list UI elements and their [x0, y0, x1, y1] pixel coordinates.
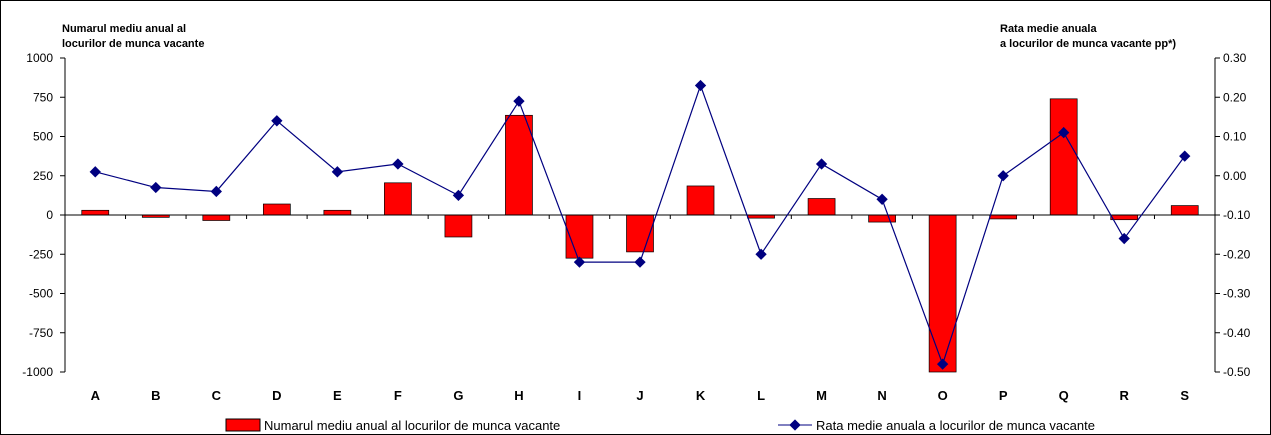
rate-point-S: [1179, 150, 1191, 162]
right-tick-label: 0.30: [1223, 51, 1247, 65]
bar-N: [868, 214, 896, 223]
bar-O: [928, 214, 957, 373]
bar-S: [1170, 205, 1199, 216]
left-tick-label: -1000: [22, 365, 53, 379]
category-label-N: N: [877, 388, 886, 403]
legend-bar-label: Numarul mediu anual al locurilor de munc…: [264, 418, 560, 433]
category-label-F: F: [394, 388, 402, 403]
legend-line-label: Rata medie anuala a locurilor de munca v…: [816, 418, 1095, 433]
left-tick-label: -250: [29, 247, 53, 261]
left-axis-title-line1: Numarul mediu anual al: [62, 23, 186, 35]
category-label-R: R: [1120, 388, 1130, 403]
category-label-E: E: [333, 388, 342, 403]
category-label-A: A: [91, 388, 101, 403]
rate-point-P: [997, 170, 1009, 182]
bar-K: [686, 185, 715, 216]
left-tick-label: 750: [33, 90, 53, 104]
right-tick-label: -0.30: [1223, 287, 1251, 301]
category-label-M: M: [816, 388, 827, 403]
right-tick-label: -0.40: [1223, 326, 1251, 340]
bar-R: [1110, 214, 1139, 221]
legend-line-marker: [789, 419, 801, 431]
category-label-C: C: [212, 388, 222, 403]
category-label-H: H: [514, 388, 523, 403]
bar-Q: [1049, 98, 1078, 216]
left-tick-label: 1000: [26, 51, 53, 65]
right-tick-label: -0.50: [1223, 365, 1251, 379]
category-label-I: I: [578, 388, 582, 403]
rate-point-R: [1118, 232, 1130, 245]
rate-point-C: [210, 185, 222, 198]
legend-item-line: Rata medie anuala a locurilor de munca v…: [778, 418, 1095, 433]
left-axis-ticks: 1000 750 500 250 0 -250 -500 -750 -1000: [22, 51, 65, 379]
axes: [64, 58, 1216, 372]
rate-point-B: [150, 181, 162, 194]
right-tick-label: 0.10: [1223, 130, 1247, 144]
rate-point-J: [634, 256, 646, 268]
legend-item-bar: Numarul mediu anual al locurilor de munc…: [225, 418, 560, 433]
category-label-K: K: [696, 388, 706, 403]
bar-M: [807, 198, 836, 216]
bar-P: [989, 214, 1018, 220]
bar-A: [81, 209, 110, 216]
legend-bar-swatch: [225, 418, 261, 432]
bar-D: [262, 203, 291, 216]
bar-series: [81, 98, 1199, 373]
rate-point-F: [392, 158, 404, 170]
right-tick-label: 0.00: [1223, 169, 1247, 183]
left-tick-label: 250: [33, 169, 53, 183]
right-tick-label: 0.20: [1223, 90, 1247, 104]
rate-point-E: [331, 166, 344, 178]
category-label-L: L: [757, 388, 765, 403]
rate-point-Q: [1058, 126, 1070, 139]
left-tick-label: -500: [29, 287, 53, 301]
left-tick-label: -750: [29, 326, 53, 340]
left-axis-title-line2: locurilor de munca vacante: [62, 38, 204, 50]
category-label-D: D: [272, 388, 281, 403]
legend: Numarul mediu anual al locurilor de munc…: [225, 418, 1095, 433]
bar-G: [444, 214, 473, 238]
bar-C: [202, 214, 231, 221]
rate-point-I: [573, 256, 586, 268]
rate-point-G: [452, 189, 465, 202]
rate-point-N: [876, 193, 888, 205]
category-label-Q: Q: [1059, 388, 1069, 403]
rate-point-M: [815, 158, 828, 170]
category-label-P: P: [999, 388, 1008, 403]
left-tick-label: 0: [46, 208, 53, 222]
category-labels: A B C D E F G H I J K L M N O P Q R S: [91, 388, 1190, 403]
category-label-B: B: [151, 388, 160, 403]
bar-E: [323, 209, 352, 216]
category-label-O: O: [938, 388, 948, 403]
bar-H: [505, 114, 533, 216]
left-tick-label: 500: [33, 130, 53, 144]
right-axis-ticks: 0.30 0.20 0.10 0.00 -0.10 -0.20 -0.30 -0.40 -0.5…: [1215, 51, 1251, 379]
rate-point-L: [755, 248, 767, 260]
right-axis-title-line2: a locurilor de munca vacante pp*): [1000, 38, 1176, 50]
category-label-G: G: [453, 388, 463, 403]
category-label-J: J: [636, 388, 643, 403]
rate-point-O: [936, 358, 949, 370]
right-axis-title-line1: Rata medie anuala: [1000, 23, 1097, 35]
category-label-S: S: [1180, 388, 1189, 403]
right-tick-label: -0.10: [1223, 208, 1251, 222]
bar-F: [384, 182, 412, 216]
right-tick-label: -0.20: [1223, 247, 1251, 261]
